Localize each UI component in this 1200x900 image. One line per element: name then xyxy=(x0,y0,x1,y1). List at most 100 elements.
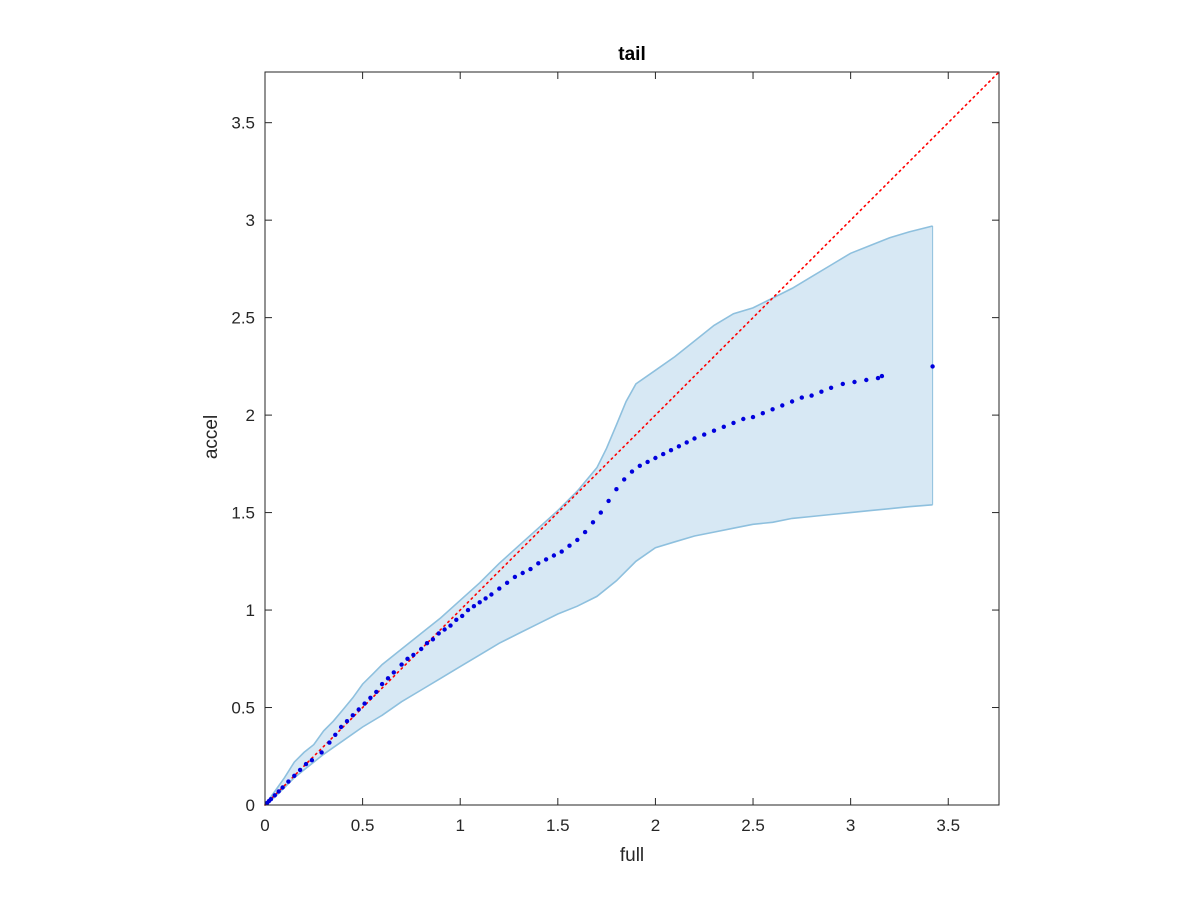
data-point xyxy=(711,428,717,433)
data-point xyxy=(536,561,541,566)
data-point xyxy=(442,627,447,632)
data-point xyxy=(391,670,396,675)
data-point xyxy=(875,375,881,381)
confidence-band-upper-edge xyxy=(264,225,933,806)
data-point xyxy=(789,399,795,404)
data-point xyxy=(702,432,707,437)
data-point xyxy=(741,416,746,422)
data-point xyxy=(528,566,533,572)
data-point xyxy=(637,463,642,468)
data-point xyxy=(559,549,564,554)
plot-area xyxy=(264,71,1000,806)
x-axis-ticks: 0 0.5 1 1.5 2 2.5 3 3.5 xyxy=(260,72,960,835)
data-point xyxy=(551,553,557,558)
data-point xyxy=(362,701,367,706)
data-point xyxy=(424,641,430,646)
data-point xyxy=(661,451,666,457)
data-point xyxy=(879,373,885,379)
confidence-band-lower-edge xyxy=(264,504,933,806)
data-point xyxy=(465,607,471,613)
data-point xyxy=(399,662,404,667)
y-tick-label: 2.5 xyxy=(231,309,255,328)
y-tick-label: 3 xyxy=(246,211,255,230)
data-point xyxy=(309,758,315,763)
y-tick-label: 2 xyxy=(246,406,255,425)
data-point xyxy=(430,637,436,642)
data-point xyxy=(471,604,477,609)
x-tick-label: 0 xyxy=(260,816,269,835)
data-point xyxy=(731,420,736,426)
data-point xyxy=(622,477,627,482)
confidence-band xyxy=(265,226,933,805)
data-point xyxy=(668,448,674,453)
data-point xyxy=(809,393,814,398)
data-point xyxy=(614,487,619,492)
data-point xyxy=(852,379,857,385)
data-point xyxy=(799,395,804,400)
data-point xyxy=(770,407,775,412)
data-point xyxy=(448,623,453,628)
data-point xyxy=(460,613,465,619)
data-point xyxy=(333,732,338,737)
data-point xyxy=(374,689,379,695)
y-tick-label: 3.5 xyxy=(231,114,255,133)
data-point xyxy=(411,652,416,658)
data-point xyxy=(497,586,502,591)
y-axis-label: accel xyxy=(201,415,222,459)
y-tick-label: 0.5 xyxy=(231,699,255,718)
data-point xyxy=(606,498,611,504)
data-point xyxy=(385,676,391,681)
data-point xyxy=(598,510,603,515)
data-point xyxy=(344,719,350,724)
data-point xyxy=(645,459,650,465)
data-point xyxy=(368,695,373,700)
data-point xyxy=(292,773,297,778)
data-point xyxy=(575,537,580,543)
data-point xyxy=(520,570,525,576)
data-point xyxy=(286,779,291,784)
data-point xyxy=(840,381,845,387)
reference-line xyxy=(264,71,1000,806)
data-point xyxy=(268,797,274,802)
data-point xyxy=(653,455,658,461)
x-tick-label: 2 xyxy=(651,816,660,835)
data-point xyxy=(303,761,309,767)
data-point xyxy=(319,750,324,755)
data-point xyxy=(676,444,682,449)
data-point xyxy=(280,785,285,790)
data-point xyxy=(721,424,726,429)
y-tick-label: 0 xyxy=(246,796,255,815)
data-point xyxy=(590,520,596,525)
data-point xyxy=(356,707,361,712)
data-point xyxy=(477,600,482,605)
data-point xyxy=(819,389,824,394)
x-tick-label: 1.5 xyxy=(546,816,570,835)
data-point xyxy=(489,592,494,597)
data-point xyxy=(684,440,689,445)
data-point xyxy=(297,767,303,773)
data-point xyxy=(483,596,488,601)
data-point xyxy=(692,436,697,441)
y-axis-ticks: 0 0.5 1 1.5 2 2.5 3 3.5 xyxy=(231,114,999,815)
data-point xyxy=(512,574,518,580)
axes-box xyxy=(264,71,1000,806)
data-point xyxy=(582,529,588,535)
data-point xyxy=(350,713,355,718)
data-point xyxy=(930,364,935,369)
data-point xyxy=(272,793,277,798)
data-point xyxy=(780,403,785,408)
x-tick-label: 1 xyxy=(455,816,464,835)
data-point xyxy=(419,646,424,652)
y-tick-label: 1 xyxy=(246,601,255,620)
data-point xyxy=(543,557,549,562)
x-tick-label: 2.5 xyxy=(741,816,765,835)
data-point xyxy=(276,789,281,794)
y-tick-label: 1.5 xyxy=(231,504,255,523)
data-point xyxy=(379,681,385,687)
data-point xyxy=(760,411,765,416)
data-point xyxy=(828,385,834,390)
data-point xyxy=(338,724,344,730)
x-axis-label: full xyxy=(620,845,644,866)
x-tick-label: 3.5 xyxy=(936,816,960,835)
